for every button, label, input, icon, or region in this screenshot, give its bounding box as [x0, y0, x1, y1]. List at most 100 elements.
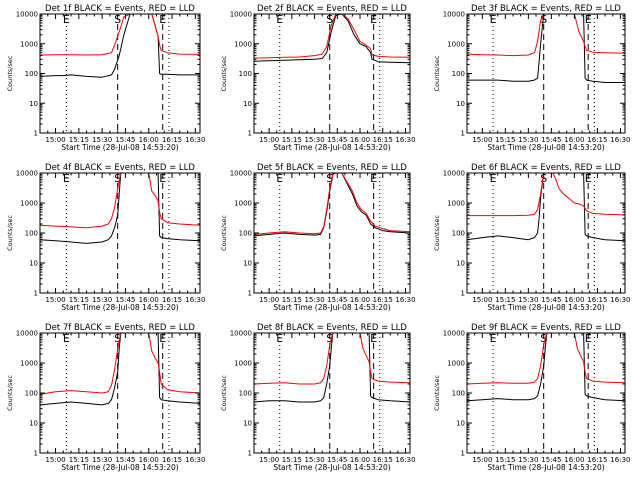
marker-label: E — [63, 332, 70, 345]
x-tick-label: 16:30 — [395, 296, 415, 304]
y-tick-label: 100 — [239, 230, 252, 238]
x-tick-label: 16:00 — [139, 136, 159, 144]
series-events-line — [39, 172, 201, 244]
x-tick-label: 16:15 — [587, 456, 607, 464]
x-tick-label: 15:15 — [282, 136, 302, 144]
x-tick-label: 15:45 — [541, 456, 561, 464]
y-tick-label: 1000 — [234, 200, 252, 208]
series-events-line — [466, 172, 626, 242]
y-axis-label: Counts/sec — [433, 215, 441, 251]
x-tick-label: 15:45 — [541, 136, 561, 144]
marker-label: E — [159, 13, 166, 26]
x-tick-label: 15:45 — [115, 456, 135, 464]
x-axis-label: Start Time (28-Jul-08 14:53:20) — [487, 303, 604, 312]
x-tick-label: 15:45 — [327, 136, 347, 144]
x-tick-label: 16:30 — [185, 456, 205, 464]
x-tick-label: 15:30 — [304, 456, 324, 464]
marker-label: S — [114, 332, 121, 345]
y-tick-label: 1 — [248, 130, 252, 138]
x-tick-label: 15:15 — [69, 136, 89, 144]
panel-det-9f: Det 9f BLACK = Events, RED = LLD Counts/s… — [433, 323, 630, 472]
x-tick-label: 15:00 — [472, 296, 492, 304]
series-events-line — [39, 13, 200, 78]
panel-det-2f: Det 2f BLACK = Events, RED = LLD Counts/s… — [220, 4, 416, 152]
marker-label: E — [585, 172, 592, 185]
x-tick-label: 16:30 — [185, 296, 205, 304]
y-tick-label: 1 — [34, 130, 38, 138]
panel-det-6f: Det 6f BLACK = Events, RED = LLD Counts/s… — [433, 163, 630, 312]
x-tick-label: 15:30 — [92, 296, 112, 304]
y-tick-label: 10 — [29, 100, 38, 108]
panel-det-4f: Det 4f BLACK = Events, RED = LLD Counts/s… — [6, 163, 205, 312]
y-tick-label: 10000 — [230, 170, 252, 178]
x-tick-label: 15:15 — [69, 296, 89, 304]
x-tick-label: 15:30 — [518, 296, 538, 304]
marker-label: E — [370, 332, 377, 345]
x-tick-label: 16:00 — [564, 136, 584, 144]
panel-title: Det 1f BLACK = Events, RED = LLD — [45, 4, 195, 14]
series-events-line — [39, 332, 201, 406]
y-tick-label: 10000 — [443, 330, 465, 338]
panel-title: Det 4f BLACK = Events, RED = LLD — [45, 163, 195, 173]
x-tick-label: 15:30 — [518, 136, 538, 144]
x-tick-label: 16:00 — [350, 136, 370, 144]
plot-frame — [253, 13, 411, 134]
x-tick-label: 15:00 — [45, 136, 65, 144]
x-tick-label: 15:45 — [115, 136, 135, 144]
x-tick-label: 15:00 — [472, 456, 492, 464]
panel-title: Det 2f BLACK = Events, RED = LLD — [257, 4, 407, 14]
y-tick-label: 1 — [248, 450, 252, 458]
x-tick-label: 15:30 — [304, 136, 324, 144]
marker-label: S — [326, 332, 333, 345]
y-tick-label: 100 — [239, 390, 252, 398]
x-tick-label: 16:30 — [395, 136, 415, 144]
y-axis-label: Counts/sec — [433, 375, 441, 411]
series-events-line — [466, 332, 626, 402]
y-tick-label: 10000 — [16, 170, 38, 178]
marker-label: S — [326, 13, 333, 26]
y-axis-label: Counts/sec — [6, 215, 14, 251]
x-tick-label: 15:15 — [282, 456, 302, 464]
x-tick-label: 16:00 — [139, 456, 159, 464]
series-lld-line — [467, 172, 626, 217]
x-tick-label: 16:15 — [373, 136, 393, 144]
x-tick-label: 15:30 — [92, 136, 112, 144]
y-tick-label: 100 — [452, 70, 465, 78]
marker-label: E — [585, 332, 592, 345]
series-events-line — [467, 13, 625, 83]
x-tick-label: 15:45 — [327, 296, 347, 304]
x-tick-label: 15:00 — [45, 296, 65, 304]
y-tick-label: 10000 — [230, 330, 252, 338]
y-tick-label: 1 — [34, 450, 38, 458]
marker-label: E — [370, 172, 377, 185]
x-tick-label: 16:15 — [587, 136, 607, 144]
x-tick-label: 15:45 — [541, 296, 561, 304]
plot-frame — [39, 172, 201, 294]
panel-det-8f: Det 8f BLACK = Events, RED = LLD Counts/s… — [220, 323, 416, 472]
y-tick-label: 100 — [452, 390, 465, 398]
x-tick-label: 15:45 — [115, 296, 135, 304]
plot-frame — [39, 13, 201, 134]
x-tick-label: 15:00 — [259, 136, 279, 144]
x-axis-label: Start Time (28-Jul-08 14:53:20) — [273, 303, 390, 312]
x-axis-label: Start Time (28-Jul-08 14:53:20) — [61, 463, 178, 472]
y-tick-label: 1 — [461, 130, 465, 138]
x-tick-label: 16:30 — [185, 136, 205, 144]
panel-title: Det 3f BLACK = Events, RED = LLD — [471, 4, 621, 14]
series-events-line — [253, 332, 411, 403]
x-tick-label: 16:15 — [162, 296, 182, 304]
y-tick-label: 100 — [452, 230, 465, 238]
plot-frame — [466, 13, 626, 134]
x-tick-label: 15:00 — [259, 296, 279, 304]
y-tick-label: 1 — [461, 290, 465, 298]
x-tick-label: 15:15 — [495, 136, 515, 144]
marker-label: S — [326, 172, 333, 185]
x-tick-label: 15:30 — [518, 456, 538, 464]
y-tick-label: 10 — [243, 420, 252, 428]
x-tick-label: 16:15 — [373, 296, 393, 304]
marker-label: E — [490, 13, 497, 26]
x-tick-label: 16:15 — [162, 136, 182, 144]
y-tick-label: 100 — [25, 390, 38, 398]
y-tick-label: 10 — [456, 420, 465, 428]
